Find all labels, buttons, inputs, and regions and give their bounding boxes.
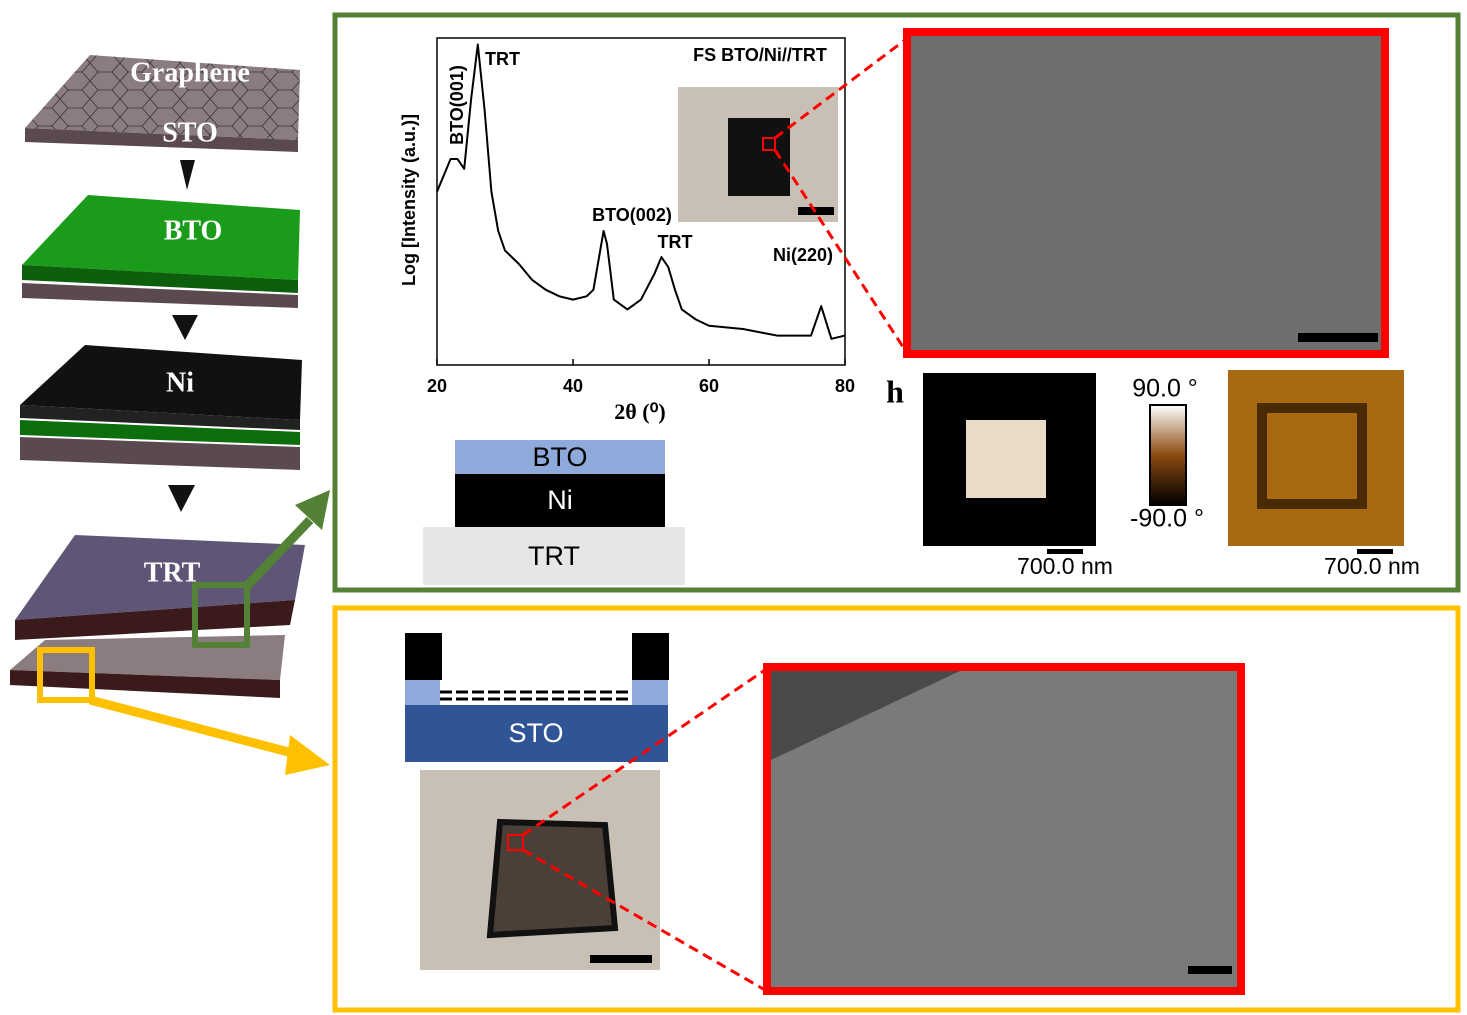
layer-label: TRT [144, 557, 201, 588]
annotation: BTO(001) [447, 65, 467, 145]
scale-label: 700.0 nm [1324, 553, 1420, 579]
scale-bar [1188, 966, 1232, 974]
annotation: TRT [658, 232, 693, 252]
annotation: Ni(220) [773, 245, 833, 265]
pad [405, 633, 442, 680]
pad [632, 633, 669, 680]
layer-label: STO [162, 117, 218, 148]
sem-image [907, 32, 1385, 354]
layer-label: Ni [547, 485, 573, 515]
x-axis-label: 2θ (⁰) [614, 399, 665, 424]
layer-label: BTO [532, 442, 587, 472]
scale-bar [590, 955, 652, 963]
substrate-label: STO [508, 718, 563, 748]
layer-label: Ni [166, 367, 194, 398]
colorbar [1150, 405, 1186, 505]
layer-stack [10, 55, 330, 775]
scale-label: 700.0 nm [1017, 553, 1113, 579]
x-tick-label: 60 [699, 376, 719, 396]
annotation: BTO(002) [592, 205, 672, 225]
afm-amplitude [1228, 370, 1404, 546]
figure: Graphene STO BTO Ni TRT 20 40 60 80 FS BTO/… [0, 0, 1467, 1015]
layer-label: BTO [164, 215, 223, 246]
x-tick-label: 80 [835, 376, 855, 396]
scale-bar [1298, 333, 1378, 342]
y-axis-label: Log [Intensity (a.u.)] [399, 114, 419, 286]
poled-region [966, 420, 1046, 498]
panel-label: h [886, 373, 904, 409]
colorbar-min: -90.0 ° [1130, 505, 1204, 533]
colorbar-max: 90.0 ° [1132, 375, 1198, 403]
x-tick-label: 40 [563, 376, 583, 396]
layer-label: TRT [528, 541, 580, 571]
annotation: TRT [485, 49, 520, 69]
inset-title: FS BTO/Ni//TRT [693, 45, 827, 65]
layer-label: Graphene [130, 57, 250, 88]
x-tick-label: 20 [427, 376, 447, 396]
